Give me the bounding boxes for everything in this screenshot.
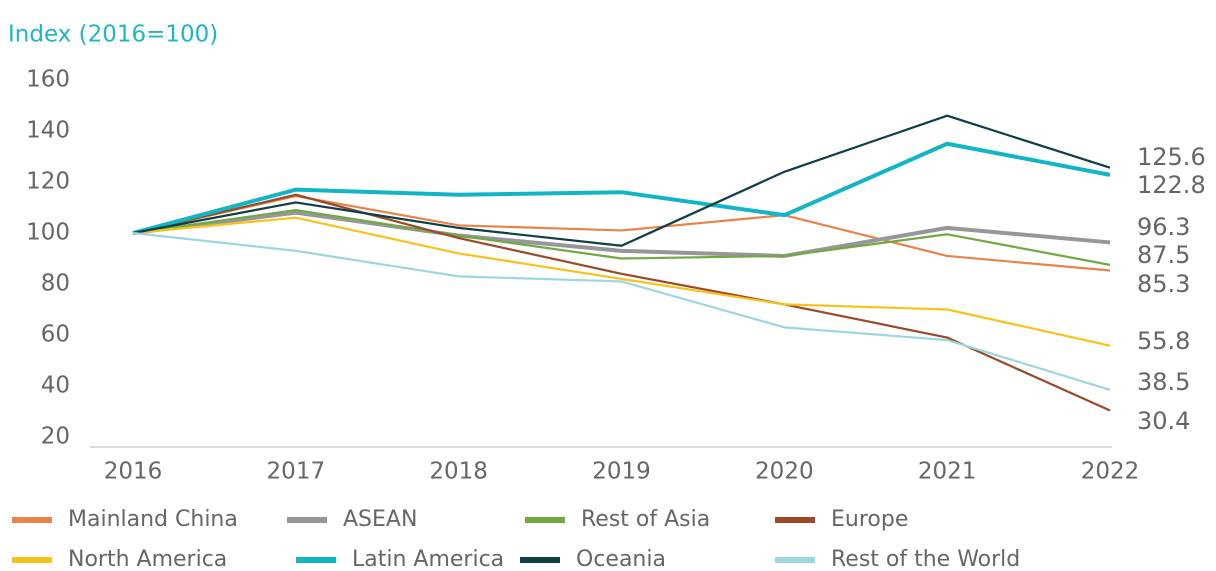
end-label: 30.4: [1137, 407, 1190, 435]
y-tick-label: 100: [26, 220, 70, 246]
end-label: 125.6: [1137, 143, 1206, 171]
legend-swatch: [520, 557, 560, 563]
end-label: 96.3: [1137, 213, 1190, 241]
legend-swatch: [775, 557, 815, 563]
x-tick-label: 2021: [918, 459, 977, 485]
x-tick-label: 2017: [267, 459, 326, 485]
x-tick-label: 2019: [592, 459, 651, 485]
legend-swatch: [525, 517, 565, 523]
x-tick-label: 2018: [429, 459, 488, 485]
series-line: [132, 141, 1111, 235]
series-line: [132, 194, 1111, 272]
y-tick-label: 80: [41, 271, 70, 297]
series-line: [132, 114, 1111, 247]
legend-label: Oceania: [576, 547, 666, 571]
y-tick-label: 160: [26, 67, 70, 93]
x-tick-label: 2020: [755, 459, 814, 485]
end-label: 85.3: [1137, 270, 1190, 298]
y-tick-label: 40: [41, 373, 70, 399]
legend-label: ASEAN: [343, 507, 417, 532]
series-line: [132, 208, 1111, 266]
y-tick-label: 60: [41, 322, 70, 348]
y-tick-label: 20: [41, 424, 70, 450]
end-label: 122.8: [1137, 171, 1206, 199]
end-label: 38.5: [1137, 368, 1190, 396]
x-tick-label: 2022: [1081, 459, 1140, 485]
legend-label: Rest of Asia: [581, 507, 710, 532]
legend-label: Latin America: [352, 547, 504, 571]
end-label: 87.5: [1137, 241, 1190, 269]
legend-label: Rest of the World: [831, 547, 1020, 571]
legend-swatch: [296, 557, 336, 563]
legend-label: Mainland China: [68, 507, 238, 532]
series-line: [132, 210, 1111, 258]
y-tick-label: 140: [26, 118, 70, 144]
legend-swatch: [12, 557, 52, 563]
legend-label: North America: [68, 547, 227, 571]
series-line: [132, 216, 1111, 347]
chart-title: Index (2016=100): [8, 22, 218, 48]
x-tick-label: 2016: [104, 459, 163, 485]
y-tick-label: 120: [26, 169, 70, 195]
legend-swatch: [775, 517, 815, 523]
series-line: [132, 231, 1111, 391]
legend-label: Europe: [831, 507, 908, 532]
series-line: [132, 193, 1111, 412]
legend-swatch: [12, 517, 52, 523]
end-label: 55.8: [1137, 327, 1190, 355]
legend-swatch: [287, 517, 327, 523]
